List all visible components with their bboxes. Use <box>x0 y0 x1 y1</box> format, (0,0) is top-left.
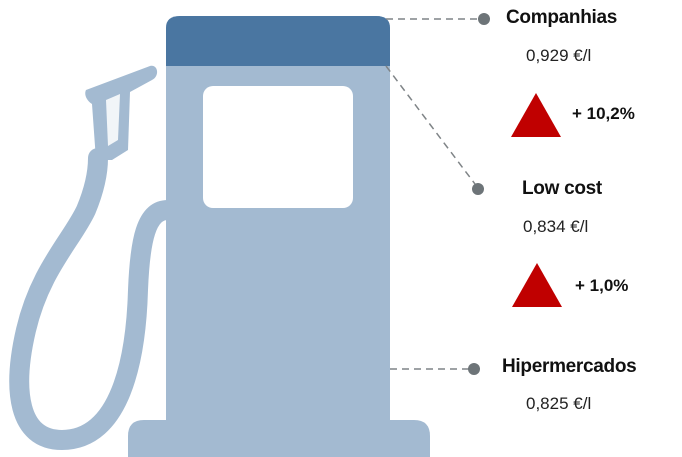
dot-hipermercados <box>468 363 480 375</box>
pump-hose <box>9 148 178 451</box>
price-companhias: 0,929 €/l <box>526 46 592 65</box>
pump-base <box>128 420 430 457</box>
change-companhias: + 10,2% <box>572 104 635 123</box>
pump-top-band <box>166 16 390 66</box>
label-low-cost: Low cost <box>522 178 602 199</box>
dot-companhias <box>478 13 490 25</box>
up-arrow-icon <box>512 263 562 307</box>
label-companhias: Companhias <box>506 7 618 28</box>
label-hipermercados: Hipermercados <box>502 356 637 377</box>
price-hipermercados: 0,825 €/l <box>526 394 592 413</box>
dot-low-cost <box>472 183 484 195</box>
pump-nozzle <box>85 65 158 160</box>
pump-body <box>166 16 390 420</box>
pump-nozzle-grip <box>106 94 120 146</box>
connector-low-cost <box>385 65 479 189</box>
pump-window <box>203 86 353 208</box>
price-low-cost: 0,834 €/l <box>523 217 589 236</box>
up-arrow-icon <box>511 93 561 137</box>
change-low-cost: + 1,0% <box>575 276 629 295</box>
